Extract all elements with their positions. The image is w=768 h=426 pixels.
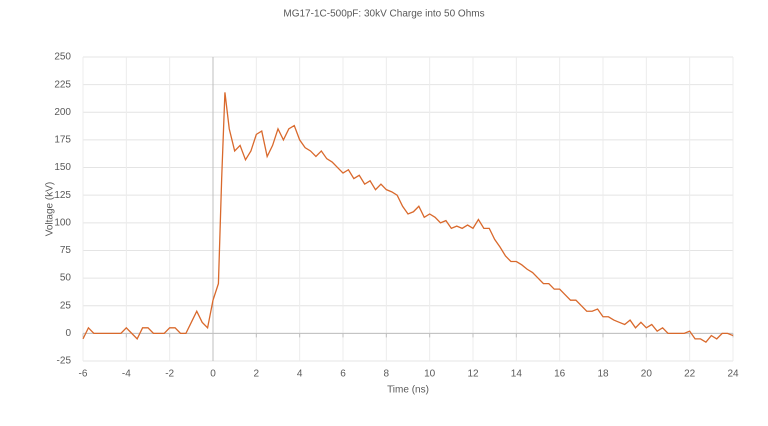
- y-axis-title: Voltage (kV): [45, 182, 56, 236]
- x-tick-label: 0: [210, 369, 216, 380]
- chart-title: MG17-1C-500pF: 30kV Charge into 50 Ohms: [283, 9, 484, 20]
- y-tick-label: 250: [54, 52, 71, 63]
- y-tick-label: 25: [60, 300, 72, 311]
- x-tick-label: 10: [424, 369, 436, 380]
- y-tick-label: 125: [54, 190, 71, 201]
- data-line: [82, 92, 734, 344]
- x-tick-label: 24: [727, 369, 739, 380]
- y-tick-label: -25: [57, 356, 72, 367]
- x-tick-label: -2: [165, 369, 174, 380]
- x-tick-label: 16: [554, 369, 566, 380]
- y-tick-label: 175: [54, 135, 71, 146]
- y-tick-label: 50: [60, 273, 72, 284]
- y-tick-label: 200: [54, 107, 71, 118]
- x-tick-label: 20: [641, 369, 653, 380]
- y-tick-label: 225: [54, 79, 71, 90]
- y-tick-label: 100: [54, 217, 71, 228]
- x-tick-label: 18: [597, 369, 609, 380]
- x-tick-label: 14: [511, 369, 523, 380]
- x-tick-label: 12: [467, 369, 479, 380]
- y-tick-label: 75: [60, 245, 72, 256]
- y-tick-label: 0: [65, 328, 71, 339]
- x-tick-label: 2: [254, 369, 260, 380]
- x-tick-label: 6: [340, 369, 346, 380]
- x-axis-title: Time (ns): [387, 385, 429, 396]
- x-tick-label: -4: [122, 369, 131, 380]
- y-tick-label: 150: [54, 162, 71, 173]
- x-tick-label: 22: [684, 369, 696, 380]
- x-tick-label: -6: [79, 369, 88, 380]
- x-tick-label: 4: [297, 369, 303, 380]
- x-tick-label: 8: [384, 369, 390, 380]
